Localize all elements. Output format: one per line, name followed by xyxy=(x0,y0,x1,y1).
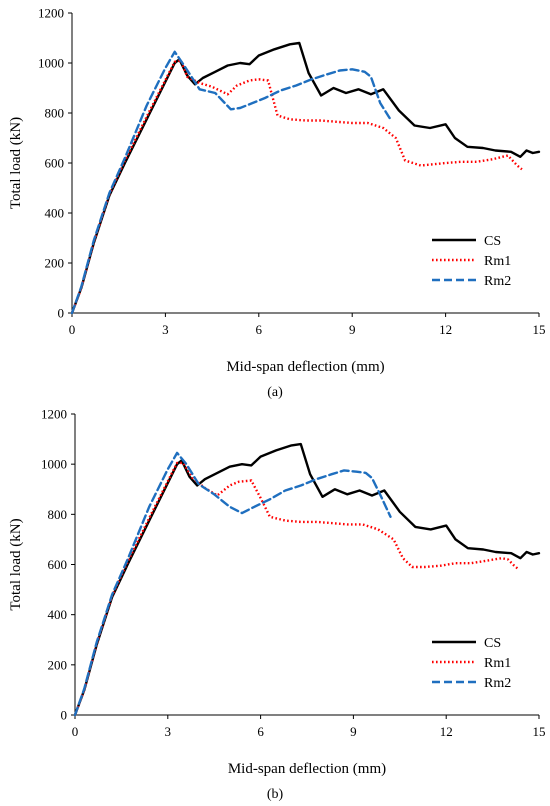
series-line-rm1 xyxy=(70,59,523,314)
legend-label-rm1: Rm1 xyxy=(484,254,511,269)
x-tick-label: 0 xyxy=(72,724,79,739)
y-tick-label: 1000 xyxy=(38,56,64,71)
series-line-rm1 xyxy=(73,461,520,716)
x-tick-label: 9 xyxy=(349,322,356,337)
y-tick-label: 400 xyxy=(48,607,68,622)
y-tick-label: 1200 xyxy=(41,407,67,422)
x-tick-label: 9 xyxy=(350,724,357,739)
x-tick-label: 0 xyxy=(69,322,76,337)
x-tick-label: 6 xyxy=(257,724,264,739)
y-tick-label: 600 xyxy=(48,557,68,572)
legend-label-cs: CS xyxy=(484,636,501,651)
x-tick-label: 6 xyxy=(256,322,263,337)
x-tick-label: 15 xyxy=(533,322,546,337)
y-tick-label: 1200 xyxy=(38,6,64,21)
x-tick-label: 15 xyxy=(533,724,546,739)
x-axis-title: Mid-span deflection (mm) xyxy=(226,359,384,375)
legend-label-rm2: Rm2 xyxy=(484,274,511,289)
panel-caption: (b) xyxy=(267,787,284,802)
y-tick-label: 800 xyxy=(45,106,65,121)
legend: CS Rm1 Rm2 xyxy=(432,636,511,691)
series-line-cs xyxy=(70,41,541,315)
y-tick-label: 400 xyxy=(45,206,65,221)
y-tick-label: 800 xyxy=(48,507,68,522)
legend-label-rm1: Rm1 xyxy=(484,656,511,671)
y-axis-title: Total load (kN) xyxy=(8,518,24,610)
y-tick-label: 0 xyxy=(58,306,65,321)
panel-caption: (a) xyxy=(267,385,283,400)
legend: CS Rm1 Rm2 xyxy=(432,234,511,289)
series-line-rm2 xyxy=(73,451,392,717)
x-axis-title: Mid-span deflection (mm) xyxy=(228,761,386,777)
legend-label-cs: CS xyxy=(484,234,501,249)
y-tick-label: 200 xyxy=(48,657,68,672)
x-tick-label: 12 xyxy=(440,724,453,739)
x-tick-label: 3 xyxy=(162,322,169,337)
chart-panel-1: 0 200 400 600 800 1000 1200 0 3 6 9 12 15 Mid-span de… xyxy=(8,407,546,803)
x-tick-label: 3 xyxy=(165,724,172,739)
y-tick-label: 1000 xyxy=(41,457,67,472)
y-tick-label: 200 xyxy=(45,256,65,271)
series-line-cs xyxy=(73,442,541,717)
chart-panel-0: 0 200 400 600 800 1000 1200 0 3 6 9 12 15 Mid-span de… xyxy=(8,6,546,401)
y-tick-label: 0 xyxy=(61,708,68,723)
series-line-rm2 xyxy=(70,50,391,315)
y-tick-label: 600 xyxy=(45,156,65,171)
legend-label-rm2: Rm2 xyxy=(484,676,511,691)
y-axis-title: Total load (kN) xyxy=(8,117,24,209)
x-tick-label: 12 xyxy=(439,322,452,337)
